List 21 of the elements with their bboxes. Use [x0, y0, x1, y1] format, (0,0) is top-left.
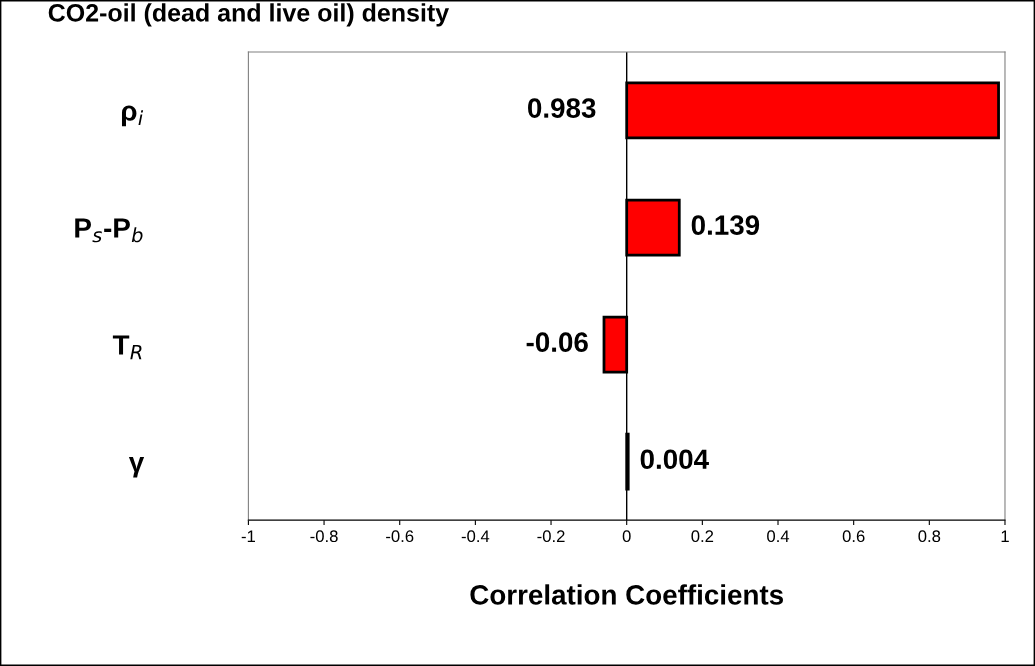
y-tick-label: P$_{s}$-P$_{b}$	[75, 218, 143, 243]
x-tick-label: -0.2	[537, 530, 565, 543]
data-label: 0.004	[640, 449, 709, 470]
x-tick-label: -1	[241, 530, 255, 542]
chart-title: CO2-oil (dead and live oil) density	[48, 3, 450, 27]
x-tick-label: -0.6	[386, 530, 414, 543]
y-tick-label: γ	[128, 457, 145, 478]
x-tick-label: 0.2	[691, 530, 714, 543]
x-tick-label: -0.8	[310, 530, 338, 543]
x-tick-label: 0.8	[918, 530, 941, 543]
x-tick-label: 0.6	[842, 530, 865, 543]
data-label: -0.06	[526, 332, 588, 353]
data-label: 0.139	[691, 215, 760, 236]
x-tick-label: 0	[622, 530, 631, 543]
data-label: 0.983	[528, 98, 596, 118]
y-tick-label: T$_{R}$	[112, 335, 142, 360]
x-tick-label: 0.4	[767, 530, 790, 543]
x-tick-label: 1	[1001, 530, 1009, 542]
x-tick-label: -0.4	[461, 530, 490, 543]
y-tick-label: ρ$_{i}$	[121, 105, 144, 127]
x-axis-title: Correlation Coefficients	[470, 584, 783, 605]
